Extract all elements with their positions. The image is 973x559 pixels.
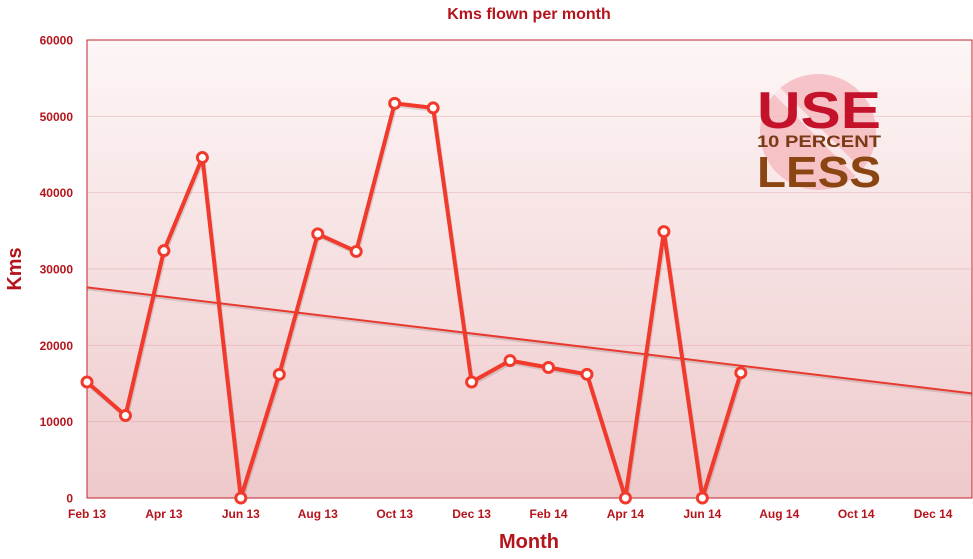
data-point [465, 375, 479, 389]
logo-text-ten-percent: 10 PERCENT [757, 132, 882, 151]
x-axis-label: Month [499, 531, 559, 553]
data-point [542, 360, 556, 374]
logo-text-use: USE [757, 82, 881, 140]
data-point [157, 244, 171, 258]
data-point [311, 227, 325, 241]
data-point [195, 151, 209, 165]
data-point [234, 491, 248, 505]
y-tick-label: 40000 [40, 186, 74, 200]
y-tick-label: 50000 [40, 110, 74, 124]
x-tick-label: Feb 14 [530, 507, 568, 521]
y-axis-label: Kms [4, 247, 26, 290]
data-point [272, 367, 286, 381]
x-tick-label: Oct 14 [838, 507, 875, 521]
x-tick-label: Aug 14 [759, 507, 799, 521]
data-point [734, 366, 748, 380]
x-tick-label: Dec 13 [452, 507, 491, 521]
data-point [580, 367, 594, 381]
x-tick-label: Oct 13 [376, 507, 413, 521]
y-tick-label: 10000 [40, 415, 74, 429]
data-point [426, 101, 440, 115]
x-tick-labels: Feb 13 Apr 13 Jun 13 Aug 13 Oct 13 Dec 13 Feb … [68, 507, 953, 521]
x-tick-label: Aug 13 [298, 507, 338, 521]
y-tick-label: 20000 [40, 339, 74, 353]
use-less-logo: USE 10 PERCENT LESS [757, 74, 882, 197]
data-point [657, 225, 671, 239]
data-point [80, 375, 94, 389]
x-tick-label: Jun 14 [683, 507, 721, 521]
x-tick-label: Dec 14 [914, 507, 953, 521]
series-line [85, 101, 743, 500]
y-tick-label: 0 [66, 492, 73, 506]
trendline-group [86, 286, 972, 397]
trendline-shadow [86, 288, 972, 397]
chart-title: Kms flown per month [447, 6, 611, 23]
y-tick-label: 60000 [40, 34, 74, 48]
y-tick-label: 30000 [40, 263, 74, 277]
data-point [118, 409, 132, 423]
x-tick-label: Apr 13 [145, 507, 183, 521]
y-tick-labels: 0 10000 20000 30000 40000 50000 60000 [40, 34, 74, 506]
data-points [80, 96, 748, 505]
logo-text-less: LESS [757, 148, 881, 197]
data-point [618, 491, 632, 505]
data-point [349, 244, 363, 258]
data-point [388, 96, 402, 110]
data-point [503, 354, 517, 368]
series-line-group [85, 101, 744, 502]
x-tick-label: Apr 14 [607, 507, 645, 521]
data-point [695, 491, 709, 505]
x-tick-label: Feb 13 [68, 507, 106, 521]
x-tick-label: Jun 13 [222, 507, 260, 521]
trendline [86, 286, 972, 395]
logo-no-sign-slash [773, 87, 863, 177]
